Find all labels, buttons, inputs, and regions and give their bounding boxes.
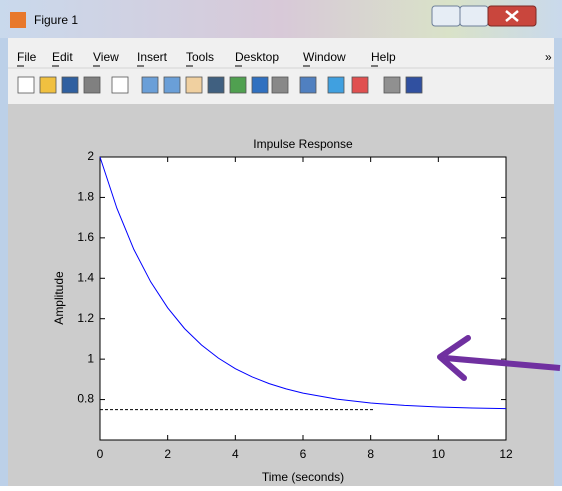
menu-item[interactable]: Desktop xyxy=(235,50,279,64)
toolbar-button[interactable] xyxy=(384,77,400,93)
x-axis-label: Time (seconds) xyxy=(262,470,344,484)
y-tick-label: 1 xyxy=(87,351,94,365)
axes xyxy=(100,157,506,440)
toolbar-button[interactable] xyxy=(18,77,34,93)
toolbar-button[interactable] xyxy=(186,77,202,93)
menu-item[interactable]: File xyxy=(17,50,37,64)
toolbar-button[interactable] xyxy=(300,77,316,93)
toolbar-button[interactable] xyxy=(84,77,100,93)
x-tick-label: 0 xyxy=(97,447,104,461)
toolbar-button[interactable] xyxy=(352,77,368,93)
chart-title: Impulse Response xyxy=(253,137,353,151)
x-tick-label: 10 xyxy=(432,447,446,461)
y-tick-label: 0.8 xyxy=(77,392,94,406)
x-tick-label: 6 xyxy=(300,447,307,461)
toolbar-button[interactable] xyxy=(328,77,344,93)
menu-item[interactable]: Tools xyxy=(186,50,214,64)
window: Figure 1 File Edit View Insert Tools Desktop W… xyxy=(0,0,562,486)
app-icon xyxy=(10,12,26,28)
y-tick-label: 1.8 xyxy=(77,190,94,204)
x-tick-label: 8 xyxy=(367,447,374,461)
toolbar-button[interactable] xyxy=(112,77,128,93)
toolbar-button[interactable] xyxy=(40,77,56,93)
maximize-button[interactable] xyxy=(460,6,488,26)
menu-item[interactable]: Help xyxy=(371,50,396,64)
menu-item[interactable]: Edit xyxy=(52,50,73,64)
window-title: Figure 1 xyxy=(34,13,78,27)
menu-item[interactable]: View xyxy=(93,50,119,64)
toolbar-button[interactable] xyxy=(230,77,246,93)
toolbar-button[interactable] xyxy=(164,77,180,93)
menu-item[interactable]: Window xyxy=(303,50,346,64)
toolbar-button[interactable] xyxy=(272,77,288,93)
minimize-button[interactable] xyxy=(432,6,460,26)
y-tick-label: 1.2 xyxy=(77,311,94,325)
toolbar-button[interactable] xyxy=(252,77,268,93)
toolbar-button[interactable] xyxy=(62,77,78,93)
menu-item[interactable]: Insert xyxy=(137,50,168,64)
y-axis-label: Amplitude xyxy=(52,271,66,325)
x-tick-label: 2 xyxy=(164,447,171,461)
toolbar-button[interactable] xyxy=(406,77,422,93)
menu-arrow: » xyxy=(545,50,552,64)
x-tick-label: 4 xyxy=(232,447,239,461)
toolbar-button[interactable] xyxy=(208,77,224,93)
y-tick-label: 1.6 xyxy=(77,230,94,244)
x-tick-label: 12 xyxy=(499,447,513,461)
y-tick-label: 1.4 xyxy=(77,270,94,284)
toolbar-button[interactable] xyxy=(142,77,158,93)
y-tick-label: 2 xyxy=(87,149,94,163)
